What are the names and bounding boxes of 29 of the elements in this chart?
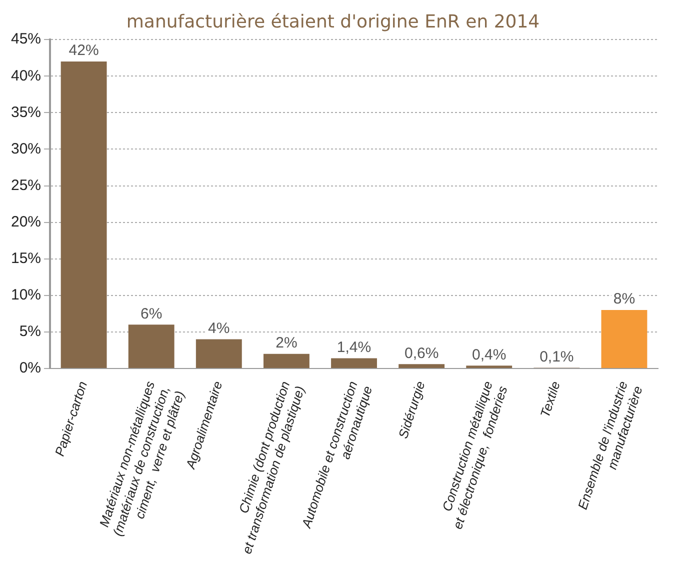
y-tick-label: 20%: [10, 213, 42, 230]
y-tick-label: 10%: [10, 286, 42, 304]
data-label: 0,6%: [404, 344, 439, 362]
bar: [60, 62, 107, 368]
y-tick-label: 25%: [10, 176, 42, 194]
y-tick-label: 0%: [19, 360, 42, 377]
data-label: 6%: [140, 305, 162, 322]
data-label: 2%: [276, 334, 298, 352]
data-label: 0,1%: [540, 348, 574, 366]
bar: [196, 339, 242, 368]
y-tick-label: 30%: [10, 140, 42, 158]
chart-title: manufacturière étaient d'origine EnR en 2014: [126, 11, 540, 32]
y-tick-label: 35%: [10, 104, 42, 121]
bar: [398, 364, 445, 368]
data-label: 42%: [68, 42, 99, 60]
y-tick-label: 45%: [10, 30, 42, 48]
y-tick-label: 15%: [10, 250, 42, 268]
x-tick-label: Textile: [537, 379, 563, 420]
y-tick-label: 5%: [19, 323, 42, 340]
data-label: 1,4%: [336, 338, 372, 356]
bar: [601, 310, 648, 368]
data-label: 4%: [208, 320, 230, 337]
bar: [263, 354, 310, 368]
data-label: 8%: [613, 290, 636, 308]
bar: [466, 366, 512, 368]
y-tick-label: 40%: [10, 67, 42, 84]
bar: [331, 358, 377, 368]
data-label: 0,4%: [472, 346, 506, 364]
bar: [128, 324, 174, 368]
